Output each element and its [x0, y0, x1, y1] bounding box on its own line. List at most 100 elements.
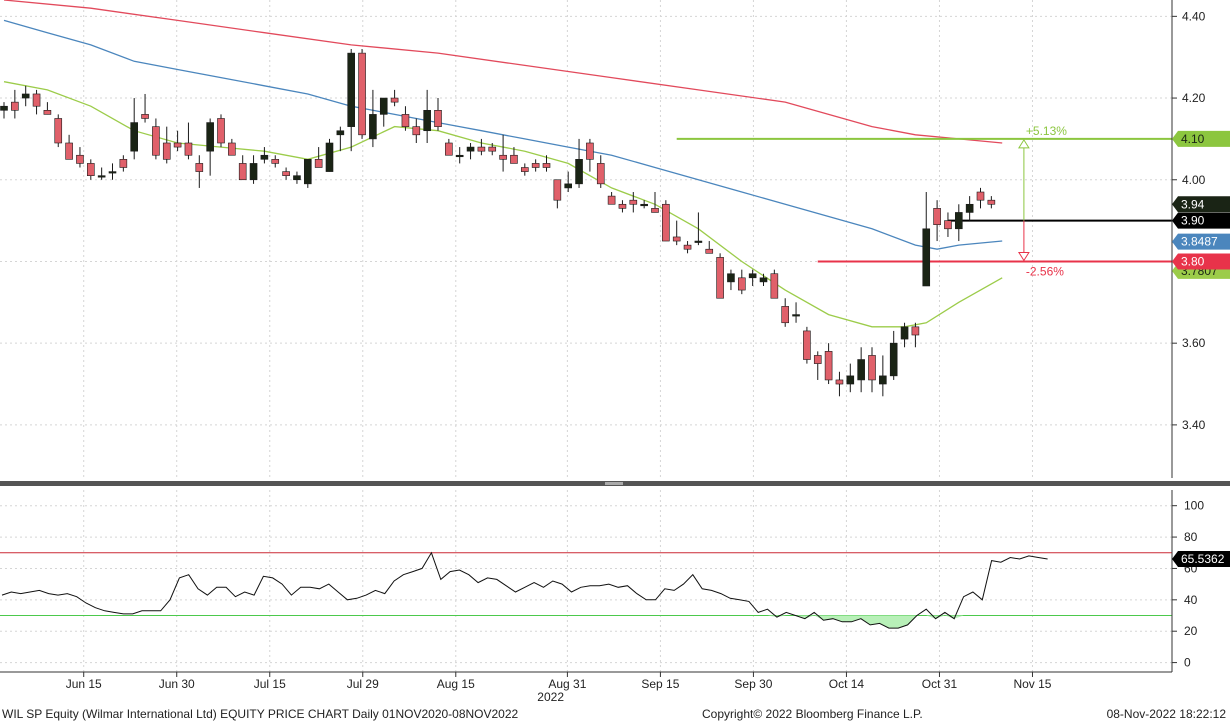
- candle-body: [97, 175, 106, 178]
- candle: [531, 159, 540, 172]
- candle: [694, 212, 703, 246]
- candle: [759, 273, 768, 286]
- chart-description: WIL SP Equity (Wilmar International Ltd)…: [2, 707, 519, 721]
- candle: [412, 118, 421, 143]
- candle-body: [944, 220, 952, 230]
- candle-body: [141, 114, 149, 119]
- date-tick-label: Nov 15: [1013, 677, 1051, 691]
- candle: [445, 138, 453, 156]
- candle-body: [347, 52, 356, 127]
- candle-body: [21, 93, 30, 99]
- candle: [434, 98, 442, 131]
- candle: [173, 130, 182, 152]
- candle-body: [933, 208, 941, 226]
- candle: [130, 98, 138, 160]
- candle-body: [510, 154, 518, 164]
- candle-body: [217, 118, 225, 144]
- candle: [184, 122, 193, 160]
- candle: [542, 155, 551, 172]
- downside-percent-label: -2.56%: [1026, 264, 1064, 278]
- candle: [325, 138, 334, 172]
- candle: [716, 253, 724, 299]
- candle-body: [792, 314, 800, 317]
- candle-body: [737, 277, 746, 291]
- candle: [618, 200, 627, 213]
- candle: [76, 147, 84, 168]
- candle: [672, 220, 681, 246]
- year-label: 2022: [537, 690, 564, 704]
- resistance-tag: 4.10: [1172, 130, 1230, 147]
- candle-body: [390, 97, 399, 103]
- candle: [813, 351, 822, 380]
- candle: [21, 85, 30, 107]
- candle-body: [11, 101, 19, 111]
- date-tick-label: Oct 31: [922, 677, 958, 691]
- candle: [32, 89, 41, 115]
- candle: [477, 138, 486, 156]
- candle: [119, 155, 128, 172]
- rsi-tick-label: 100: [1184, 499, 1204, 513]
- price-levels: +5.13% -2.56%: [676, 124, 1172, 278]
- candle-body: [607, 195, 616, 205]
- support-tag-box: [1172, 253, 1230, 270]
- candle-body: [466, 146, 475, 152]
- rsi-tick-label: 80: [1184, 530, 1198, 544]
- candle-body: [575, 159, 583, 185]
- support-tag-text: 3.80: [1181, 254, 1205, 268]
- candle-body: [683, 244, 692, 250]
- candle: [282, 167, 290, 180]
- candle: [846, 363, 855, 393]
- candle-body: [303, 159, 312, 185]
- candle-body: [76, 154, 84, 164]
- candle-body: [65, 142, 73, 160]
- upside-percent-label: +5.13%: [1026, 124, 1067, 138]
- blue-ma-tag: 3.8487: [1172, 233, 1230, 250]
- candle-body: [434, 110, 442, 127]
- date-tick-label: Sep 15: [641, 677, 679, 691]
- rsi-line: [1, 551, 1048, 629]
- candle-body: [813, 355, 822, 364]
- candle-body: [879, 375, 887, 385]
- last-price-tag-box: [1172, 212, 1230, 229]
- candle-body: [770, 273, 779, 299]
- panel-divider[interactable]: [0, 481, 1230, 486]
- last-close-tag-box: [1172, 196, 1230, 213]
- candle-body: [54, 118, 63, 144]
- candle: [293, 171, 301, 184]
- candle: [987, 196, 996, 209]
- candle-body: [911, 326, 920, 336]
- candle: [401, 106, 410, 131]
- candle: [770, 269, 779, 299]
- moving-average-line: [3, 81, 1003, 328]
- candle-body: [293, 175, 301, 181]
- upside-arrow-head: [1017, 138, 1030, 149]
- candle-body: [672, 236, 681, 242]
- candle-body: [206, 122, 214, 152]
- candle: [152, 118, 160, 160]
- rsi-last-tag: 65.5362: [1172, 551, 1230, 568]
- candle-body: [857, 359, 865, 381]
- candle-body: [108, 171, 117, 174]
- candle: [900, 322, 909, 348]
- candle-body: [488, 146, 497, 152]
- candle: [423, 89, 431, 143]
- candle-body: [358, 52, 366, 136]
- candle-body: [0, 105, 8, 111]
- candle-body: [401, 114, 410, 127]
- candle-body: [803, 330, 811, 360]
- candle: [792, 302, 800, 323]
- candle-body: [531, 163, 540, 168]
- price-candles: [0, 49, 996, 397]
- candle: [108, 163, 117, 180]
- candle-body: [336, 130, 345, 136]
- candle: [976, 187, 985, 209]
- candle: [314, 147, 323, 168]
- rsi-last-tag-box: [1172, 551, 1230, 568]
- candle: [43, 102, 52, 115]
- candle-body: [727, 273, 735, 283]
- date-tick-label: Jul 29: [347, 677, 379, 691]
- candle-body: [618, 203, 627, 209]
- candle-body: [900, 326, 909, 340]
- last-price-tag: 3.90: [1172, 212, 1230, 229]
